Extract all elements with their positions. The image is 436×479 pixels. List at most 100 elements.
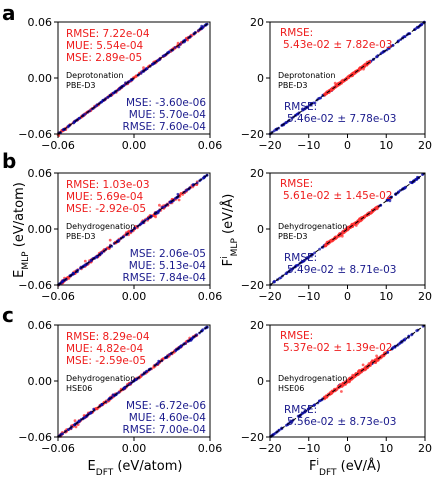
red-stat-text: 5.43e-02 ± 7.82e-03 [283, 39, 392, 51]
point-blue-energy [100, 403, 104, 407]
x-tick-label: 20 [418, 442, 432, 455]
x-tick-label: 0 [344, 442, 351, 455]
y-tick-label: 20 [250, 16, 264, 29]
x-tick-label: −10 [297, 442, 320, 455]
point-red-force [325, 395, 329, 399]
parity-line [269, 21, 426, 135]
method-note: PBE-D3 [66, 81, 96, 90]
x-tick-label: 0 [344, 290, 351, 303]
red-stat-text: MUE: 5.54e-04 [66, 40, 144, 52]
red-stat-text: RMSE: [280, 178, 313, 190]
point-blue-energy [95, 104, 98, 108]
y-tick-label: 0.00 [28, 223, 53, 236]
point-red-force [340, 390, 343, 393]
blue-stat-text: MSE: -6.72e-06 [126, 400, 206, 412]
x-tick-label: 0.06 [198, 139, 223, 152]
point-red-energy [74, 425, 78, 429]
x-tick-label: 0 [344, 139, 351, 152]
x-tick-label: −0.06 [41, 442, 75, 455]
point-blue-energy [156, 362, 160, 365]
y-tick-label: 0 [257, 375, 264, 388]
x-tick-label: 20 [418, 290, 432, 303]
dataset-note: Deprotonation [278, 71, 336, 80]
point-red-force [324, 244, 328, 248]
blue-stat-text: RMSE: [284, 404, 317, 416]
point-blue-energy [190, 337, 194, 341]
x-tick-label: −0.06 [41, 290, 75, 303]
panel-label-a: a [2, 1, 16, 25]
point-blue-force [318, 399, 321, 403]
point-blue-force [284, 121, 288, 125]
y-tick-label: 0.06 [28, 16, 53, 29]
red-stat-text: RMSE: 7.22e-04 [66, 28, 150, 40]
energy-x-axis-label: EDFT (eV/atom) [88, 459, 183, 478]
point-blue-energy [177, 45, 181, 49]
point-red-energy [83, 259, 87, 263]
point-red-force [365, 63, 369, 67]
blue-stat-text: 5.46e-02 ± 7.78e-03 [287, 113, 396, 125]
blue-stat-text: MSE: -3.60e-06 [126, 97, 206, 109]
y-tick-label: 0.00 [28, 72, 53, 85]
point-blue-energy [78, 116, 82, 120]
point-blue-force [403, 186, 407, 190]
x-tick-label: −20 [258, 442, 281, 455]
y-tick-label: −20 [241, 431, 264, 444]
panel-label-b: b [2, 149, 16, 173]
red-stat-text: MUE: 4.82e-04 [66, 343, 144, 355]
y-tick-label: −20 [241, 128, 264, 141]
point-blue-force [313, 251, 316, 255]
point-blue-force [388, 199, 392, 203]
blue-stat-text: RMSE: 7.00e-04 [122, 424, 206, 436]
x-tick-label: −10 [297, 290, 320, 303]
blue-stat-text: MSE: 2.06e-05 [130, 248, 206, 260]
x-tick-label: 0.06 [198, 442, 223, 455]
red-stat-text: MSE: -2.92e-05 [66, 203, 146, 215]
point-red-energy [95, 407, 99, 411]
point-red-force [358, 67, 361, 71]
y-tick-label: 0 [257, 72, 264, 85]
point-blue-force [318, 247, 321, 251]
point-blue-force [387, 46, 391, 49]
energy-y-axis-label: EMLP (eV/atom) [12, 182, 31, 278]
y-tick-label: 0.06 [28, 167, 53, 180]
y-tick-label: −0.06 [18, 128, 52, 141]
point-red-force [358, 371, 362, 375]
parity-line [269, 172, 426, 286]
method-note: HSE06 [278, 384, 304, 393]
point-red-energy [179, 192, 183, 196]
method-note: PBE-D3 [278, 81, 308, 90]
point-red-energy [108, 238, 112, 242]
method-note: PBE-D3 [278, 232, 308, 241]
point-red-force [335, 83, 339, 87]
point-blue-energy [195, 181, 199, 185]
y-tick-label: 20 [250, 319, 264, 332]
point-red-energy [142, 66, 145, 70]
point-blue-force [273, 279, 276, 283]
point-blue-force [386, 351, 390, 354]
point-blue-energy [134, 378, 138, 381]
panel-a-energy: −0.06 0.00 0.06 −0.06 0.00 0.06 RMSE: 7.22e-04… [18, 16, 222, 152]
x-tick-label: 10 [379, 139, 393, 152]
point-blue-force [290, 419, 293, 423]
point-red-force [364, 365, 368, 369]
point-red-force [374, 359, 378, 363]
point-blue-energy [100, 251, 104, 255]
x-tick-label: 0.00 [122, 139, 147, 152]
dataset-note: Dehydrogenation [278, 222, 347, 231]
x-tick-label: 0.00 [122, 290, 147, 303]
blue-stat-text: MUE: 4.60e-04 [129, 412, 207, 424]
point-blue-energy [117, 391, 121, 394]
point-red-force [323, 93, 327, 97]
point-blue-force [409, 180, 412, 184]
x-tick-label: −10 [297, 139, 320, 152]
y-tick-label: 20 [250, 167, 264, 180]
red-stat-text: RMSE: [280, 27, 313, 39]
y-tick-label: −0.06 [18, 431, 52, 444]
force-y-axis-label: FiMLP (eV/Å) [220, 194, 240, 267]
x-tick-label: 0.06 [198, 290, 223, 303]
y-tick-label: −0.06 [18, 279, 52, 292]
panel-b-energy: −0.06 0.00 0.06 −0.06 0.00 0.06 RMSE: 1.03e-03… [18, 167, 222, 303]
point-red-force [361, 363, 365, 367]
point-blue-energy [61, 432, 65, 436]
